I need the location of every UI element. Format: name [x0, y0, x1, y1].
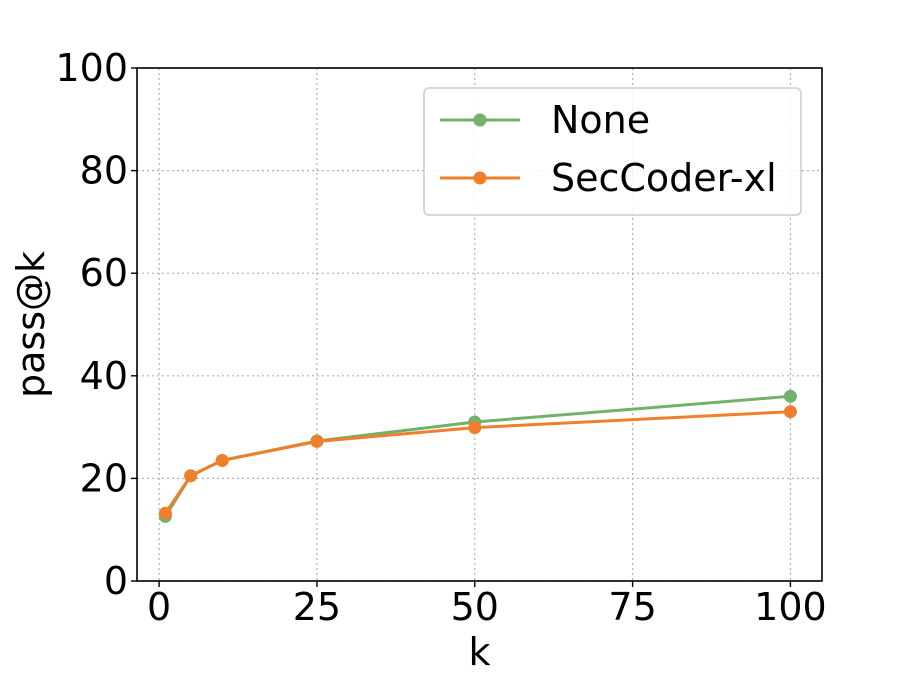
- x-axis-title: k: [468, 630, 490, 674]
- y-tick-label: 60: [80, 251, 128, 295]
- series-0-point: [783, 389, 797, 403]
- y-tick-label: 20: [80, 456, 128, 500]
- y-tick-label: 100: [55, 46, 128, 90]
- series-1-point: [310, 434, 324, 448]
- y-tick-label: 0: [104, 559, 128, 603]
- legend-marker-0: [473, 113, 487, 127]
- x-tick-label: 0: [147, 585, 171, 629]
- series-1-point: [158, 506, 172, 520]
- y-tick-label: 40: [80, 354, 128, 398]
- y-tick-label: 80: [80, 149, 128, 193]
- legend-marker-1: [473, 171, 487, 185]
- legend-label-0: None: [551, 98, 650, 142]
- series-1-point: [468, 421, 482, 435]
- x-tick-label: 75: [608, 585, 656, 629]
- series-1-point: [783, 405, 797, 419]
- x-tick-label: 100: [754, 585, 827, 629]
- legend: None SecCoder-xl: [423, 87, 802, 216]
- y-axis-title: pass@k: [9, 251, 53, 398]
- series-1-point: [215, 453, 229, 467]
- series-line-1: [164, 410, 791, 515]
- x-tick-label: 25: [293, 585, 341, 629]
- legend-label-1: SecCoder-xl: [551, 156, 777, 200]
- series-1-point: [184, 469, 198, 483]
- x-tick-label: 50: [451, 585, 499, 629]
- series-layer: [158, 389, 797, 523]
- plot-frame: [136, 67, 823, 582]
- axis-ticks: 0 25 50 75 100 0 20 40 60 80 100: [55, 46, 826, 629]
- series-line-0: [164, 394, 791, 518]
